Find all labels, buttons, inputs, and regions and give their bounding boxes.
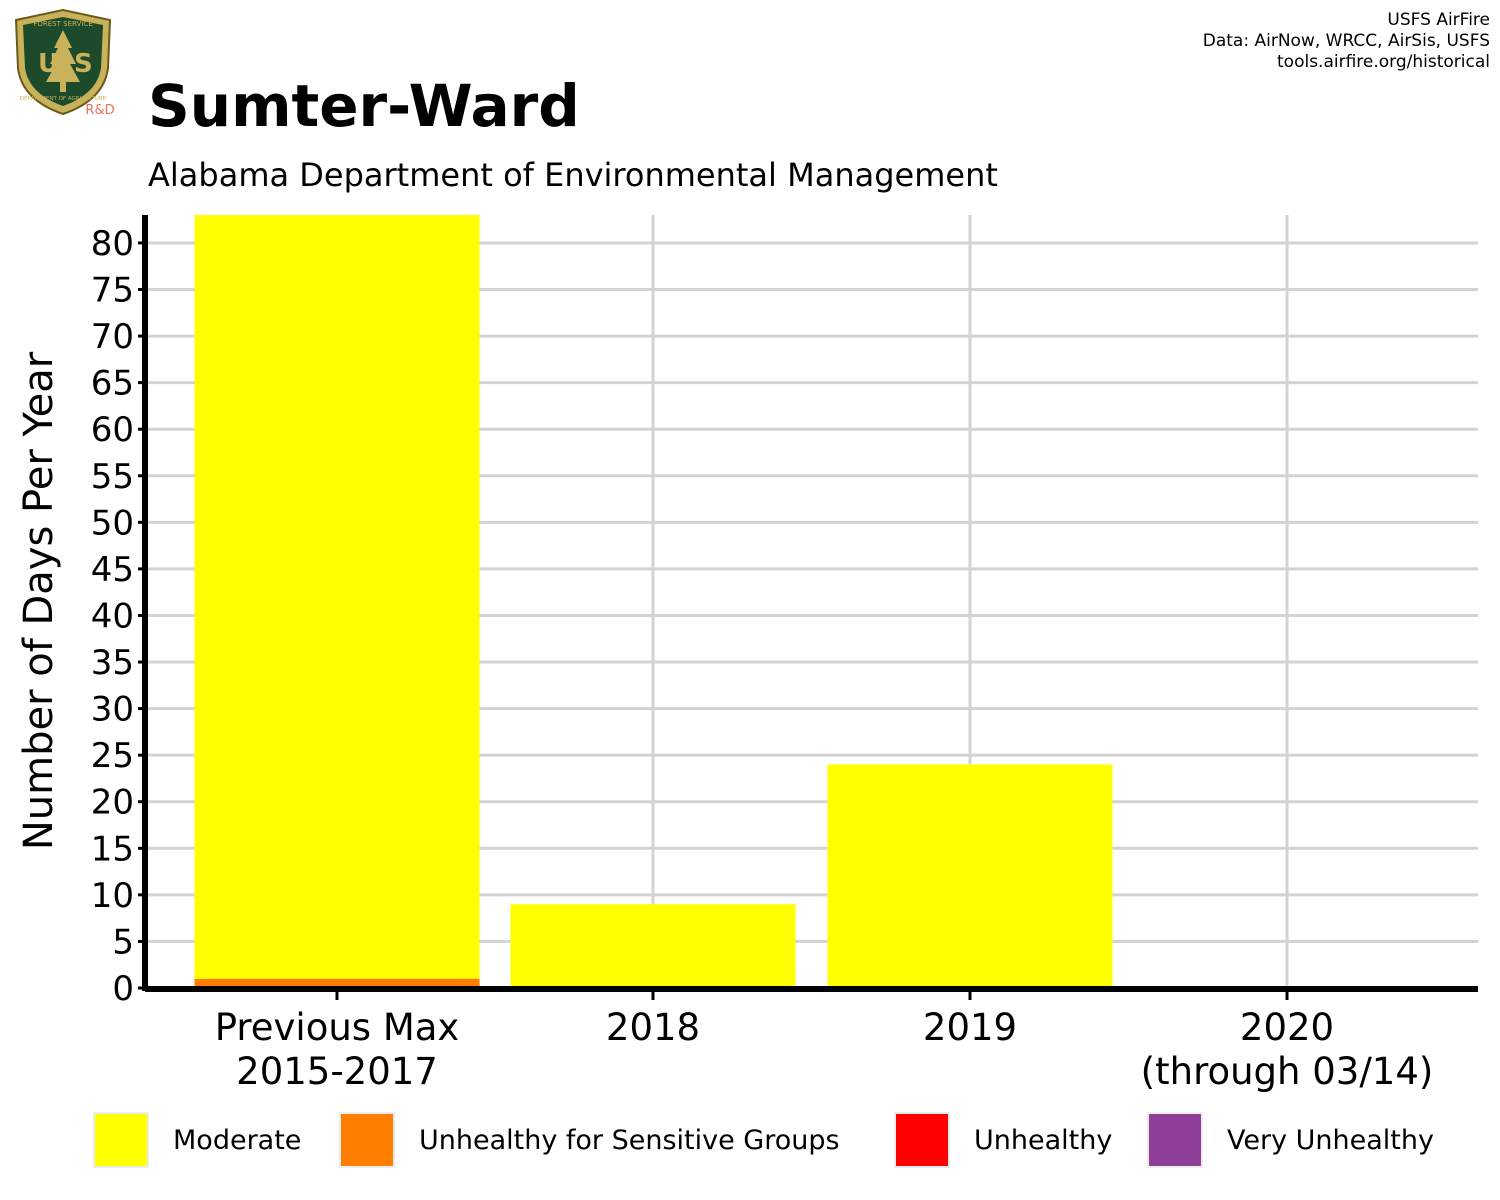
y-tick-label: 80 [91, 224, 134, 264]
y-tick-label: 55 [91, 457, 134, 497]
x-tick-label: 2018 [606, 1006, 700, 1049]
credit-line: USFS AirFire [1387, 10, 1490, 30]
legend-swatch [339, 1112, 395, 1168]
svg-text:R&D: R&D [85, 103, 114, 118]
bar-segment [194, 215, 480, 979]
x-tick-label: Previous Max [215, 1006, 460, 1049]
y-tick-label: 65 [91, 364, 134, 404]
svg-text:S: S [74, 49, 93, 79]
legend-label: Very Unhealthy [1227, 1124, 1434, 1156]
credit-line: Data: AirNow, WRCC, AirSis, USFS [1202, 31, 1490, 51]
y-tick-label: 35 [91, 643, 134, 683]
y-tick-label: 45 [91, 550, 134, 590]
credits: USFS AirFire Data: AirNow, WRCC, AirSis,… [1203, 10, 1490, 73]
legend-swatch [93, 1112, 149, 1168]
y-tick-label: 75 [91, 271, 134, 311]
y-tick-label: 50 [91, 503, 134, 543]
legend-swatch [894, 1112, 950, 1168]
x-tick-label: 2019 [923, 1006, 1017, 1049]
x-tick-label: (through 03/14) [1141, 1050, 1434, 1093]
y-tick-label: 60 [91, 410, 134, 450]
svg-text:DEPARTMENT OF AGRICULTURE: DEPARTMENT OF AGRICULTURE [20, 96, 107, 102]
chart-subtitle: Alabama Department of Environmental Mana… [148, 156, 998, 194]
bar-chart: 0 5 10 15 20 25 30 35 40 45 50 55 60 65 70 75 80 Previous… [16, 215, 1478, 1093]
legend-item-very-unhealthy: Very Unhealthy [1147, 1110, 1434, 1170]
y-tick-label: 0 [112, 969, 134, 1009]
y-tick-label: 20 [91, 783, 134, 823]
y-tick-label: 30 [91, 690, 134, 730]
legend-swatch [1147, 1112, 1203, 1168]
legend-item-usg: Unhealthy for Sensitive Groups [339, 1110, 840, 1170]
legend: Moderate Unhealthy for Sensitive Groups … [0, 1110, 1500, 1170]
svg-text:FOREST SERVICE: FOREST SERVICE [33, 20, 92, 28]
legend-label: Unhealthy [974, 1124, 1113, 1156]
usfs-logo: U S FOREST SERVICE DEPARTMENT OF AGRICUL… [8, 8, 118, 118]
y-tick-label: 10 [91, 876, 134, 916]
y-tick-label: 25 [91, 736, 134, 776]
credit-line: tools.airfire.org/historical [1277, 52, 1490, 72]
chart-title: Sumter-Ward [148, 72, 580, 140]
legend-label: Unhealthy for Sensitive Groups [419, 1124, 840, 1156]
y-tick-label: 5 [112, 922, 134, 962]
bar-segment [194, 978, 480, 988]
bar-segment [510, 904, 796, 988]
x-tick-label: 2020 [1240, 1006, 1334, 1049]
legend-item-unhealthy: Unhealthy [894, 1110, 1112, 1170]
x-tick-label: 2015-2017 [236, 1050, 438, 1093]
bar-segment [827, 764, 1113, 988]
y-axis-title: Number of Days Per Year [16, 351, 62, 850]
legend-label: Moderate [173, 1124, 302, 1156]
y-tick-label: 70 [91, 317, 134, 357]
y-tick-label: 15 [91, 829, 134, 869]
legend-item-moderate: Moderate [93, 1110, 301, 1170]
svg-text:U: U [38, 49, 59, 79]
y-tick-label: 40 [91, 596, 134, 636]
